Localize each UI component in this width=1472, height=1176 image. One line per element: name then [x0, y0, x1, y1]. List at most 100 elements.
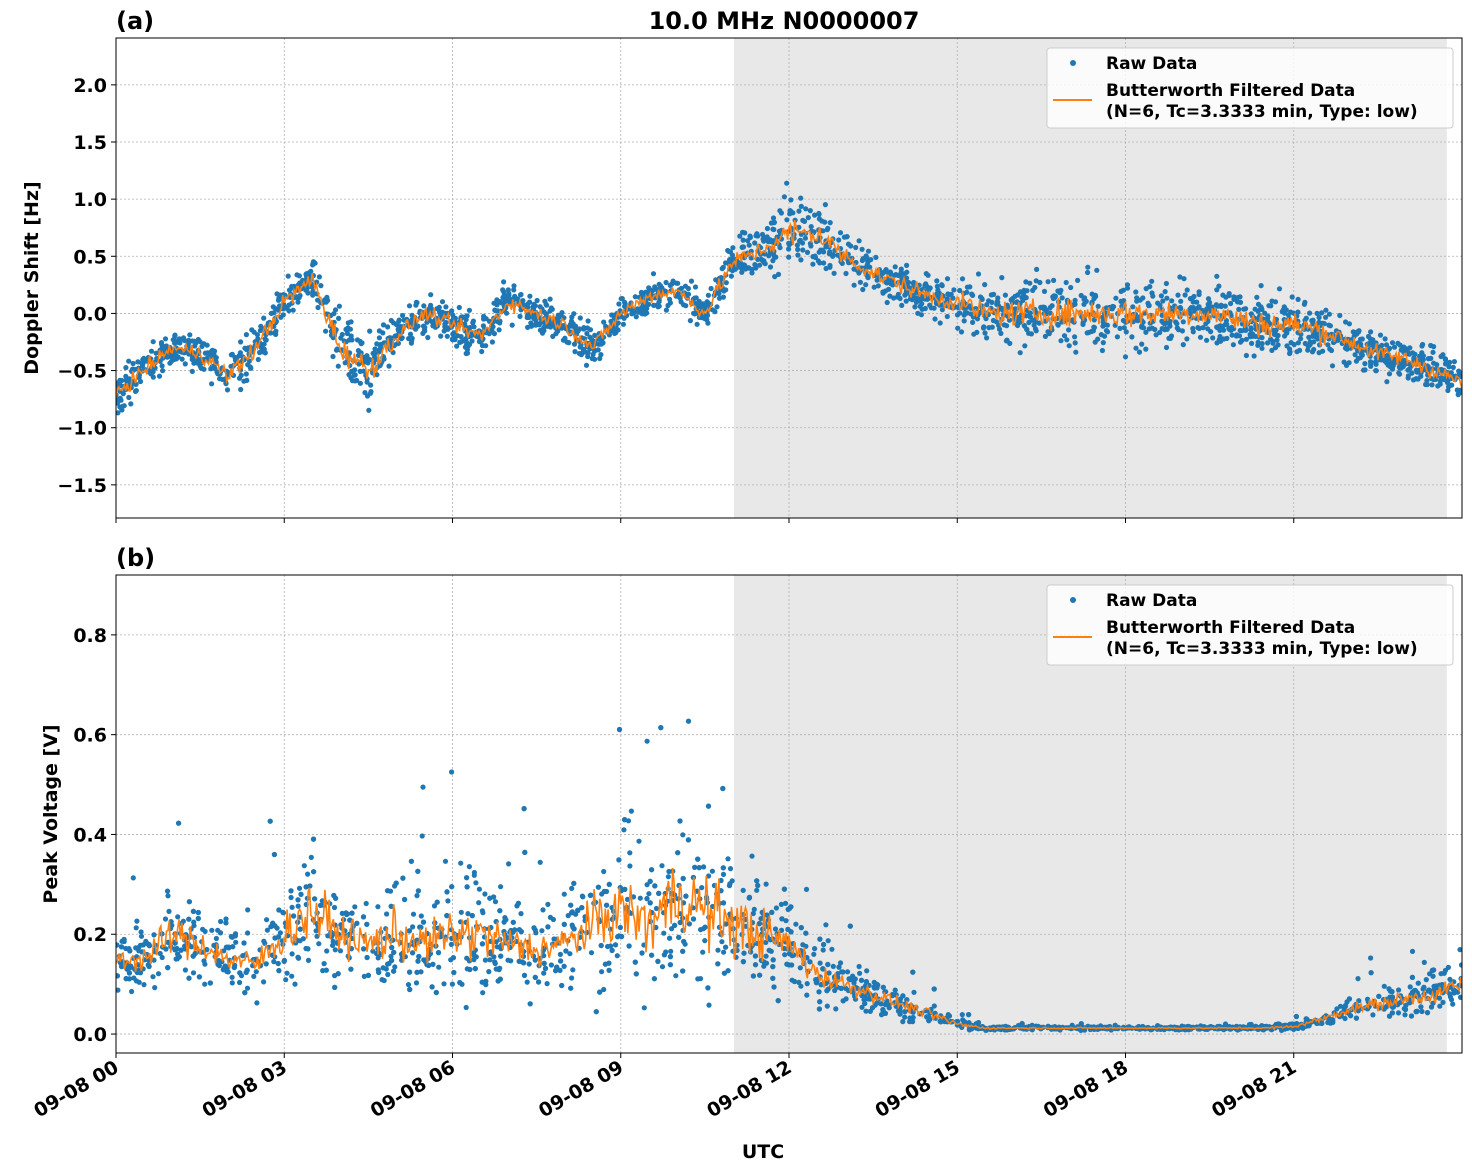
raw-data-point [1238, 328, 1243, 333]
raw-data-point [428, 292, 433, 297]
raw-data-point [500, 287, 505, 292]
raw-data-point [764, 954, 769, 959]
raw-data-point [1024, 295, 1029, 300]
raw-data-point [749, 267, 754, 272]
raw-data-point [425, 335, 430, 340]
raw-data-point [739, 270, 744, 275]
raw-data-point [1309, 318, 1314, 323]
raw-data-point [1315, 311, 1320, 316]
raw-data-point [270, 921, 275, 926]
raw-data-point [1390, 340, 1395, 345]
raw-data-point [457, 305, 462, 310]
raw-data-point [823, 202, 828, 207]
raw-data-point [1276, 333, 1281, 338]
raw-data-point [749, 854, 754, 859]
raw-data-point [324, 968, 329, 973]
raw-data-point [706, 293, 711, 298]
raw-data-point [923, 306, 928, 311]
raw-data-point [1342, 360, 1347, 365]
raw-data-point [303, 272, 308, 277]
raw-data-point [698, 927, 703, 932]
raw-data-point [1043, 334, 1048, 339]
raw-data-point [522, 973, 527, 978]
raw-data-point [1449, 997, 1454, 1002]
raw-data-point [771, 215, 776, 220]
y-tick-label: −0.5 [57, 361, 107, 383]
raw-data-point [301, 936, 306, 941]
raw-data-point [163, 336, 168, 341]
raw-data-point [1362, 361, 1367, 366]
raw-data-point [1450, 1002, 1455, 1007]
raw-data-point [237, 980, 242, 985]
raw-data-point [831, 964, 836, 969]
raw-data-point [572, 349, 577, 354]
raw-data-point [1096, 304, 1101, 309]
raw-data-point [290, 951, 295, 956]
raw-data-point [134, 388, 139, 393]
raw-data-point [268, 819, 273, 824]
raw-data-point [436, 965, 441, 970]
raw-data-point [165, 893, 170, 898]
raw-data-point [414, 980, 419, 985]
raw-data-point [1430, 350, 1435, 355]
raw-data-point [1123, 354, 1128, 359]
raw-data-point [725, 856, 730, 861]
raw-data-point [191, 954, 196, 959]
raw-data-point [597, 356, 602, 361]
raw-data-point [440, 299, 445, 304]
raw-data-point [367, 329, 372, 334]
raw-data-point [605, 944, 610, 949]
raw-data-point [126, 395, 131, 400]
raw-data-point [634, 314, 639, 319]
raw-data-point [141, 356, 146, 361]
raw-data-point [1198, 335, 1203, 340]
raw-data-point [415, 959, 420, 964]
raw-data-point [151, 339, 156, 344]
raw-data-point [982, 330, 987, 335]
raw-data-point [658, 283, 663, 288]
raw-data-point [960, 1012, 965, 1017]
raw-data-point [295, 897, 300, 902]
raw-data-point [796, 209, 801, 214]
raw-data-point [1234, 333, 1239, 338]
raw-data-point [245, 907, 250, 912]
raw-data-point [771, 984, 776, 989]
raw-data-point [123, 365, 128, 370]
raw-data-point [302, 863, 307, 868]
raw-data-point [922, 283, 927, 288]
raw-data-point [1238, 300, 1243, 305]
raw-data-point [627, 943, 632, 948]
raw-data-point [480, 990, 485, 995]
legend-filtered-label: Butterworth Filtered Data [1106, 81, 1355, 101]
raw-data-point [926, 273, 931, 278]
raw-data-point [154, 351, 159, 356]
raw-data-point [1195, 325, 1200, 330]
raw-data-point [865, 262, 870, 267]
raw-data-point [272, 852, 277, 857]
raw-data-point [1143, 330, 1148, 335]
raw-data-point [880, 270, 885, 275]
raw-data-point [617, 727, 622, 732]
raw-data-point [1384, 379, 1389, 384]
raw-data-point [799, 925, 804, 930]
raw-data-point [497, 327, 502, 332]
raw-data-point [1139, 342, 1144, 347]
raw-data-point [1003, 293, 1008, 298]
raw-data-point [812, 946, 817, 951]
raw-data-point [723, 945, 728, 950]
raw-data-point [706, 1003, 711, 1008]
raw-data-point [599, 342, 604, 347]
raw-data-point [581, 347, 586, 352]
raw-data-point [518, 911, 523, 916]
raw-data-point [721, 872, 726, 877]
raw-data-point [1290, 294, 1295, 299]
raw-data-point [468, 325, 473, 330]
raw-data-point [285, 971, 290, 976]
raw-data-point [1317, 350, 1322, 355]
raw-data-point [721, 900, 726, 905]
raw-data-point [464, 351, 469, 356]
raw-data-point [1424, 977, 1429, 982]
raw-data-point [1378, 333, 1383, 338]
raw-data-point [545, 902, 550, 907]
raw-data-point [377, 335, 382, 340]
